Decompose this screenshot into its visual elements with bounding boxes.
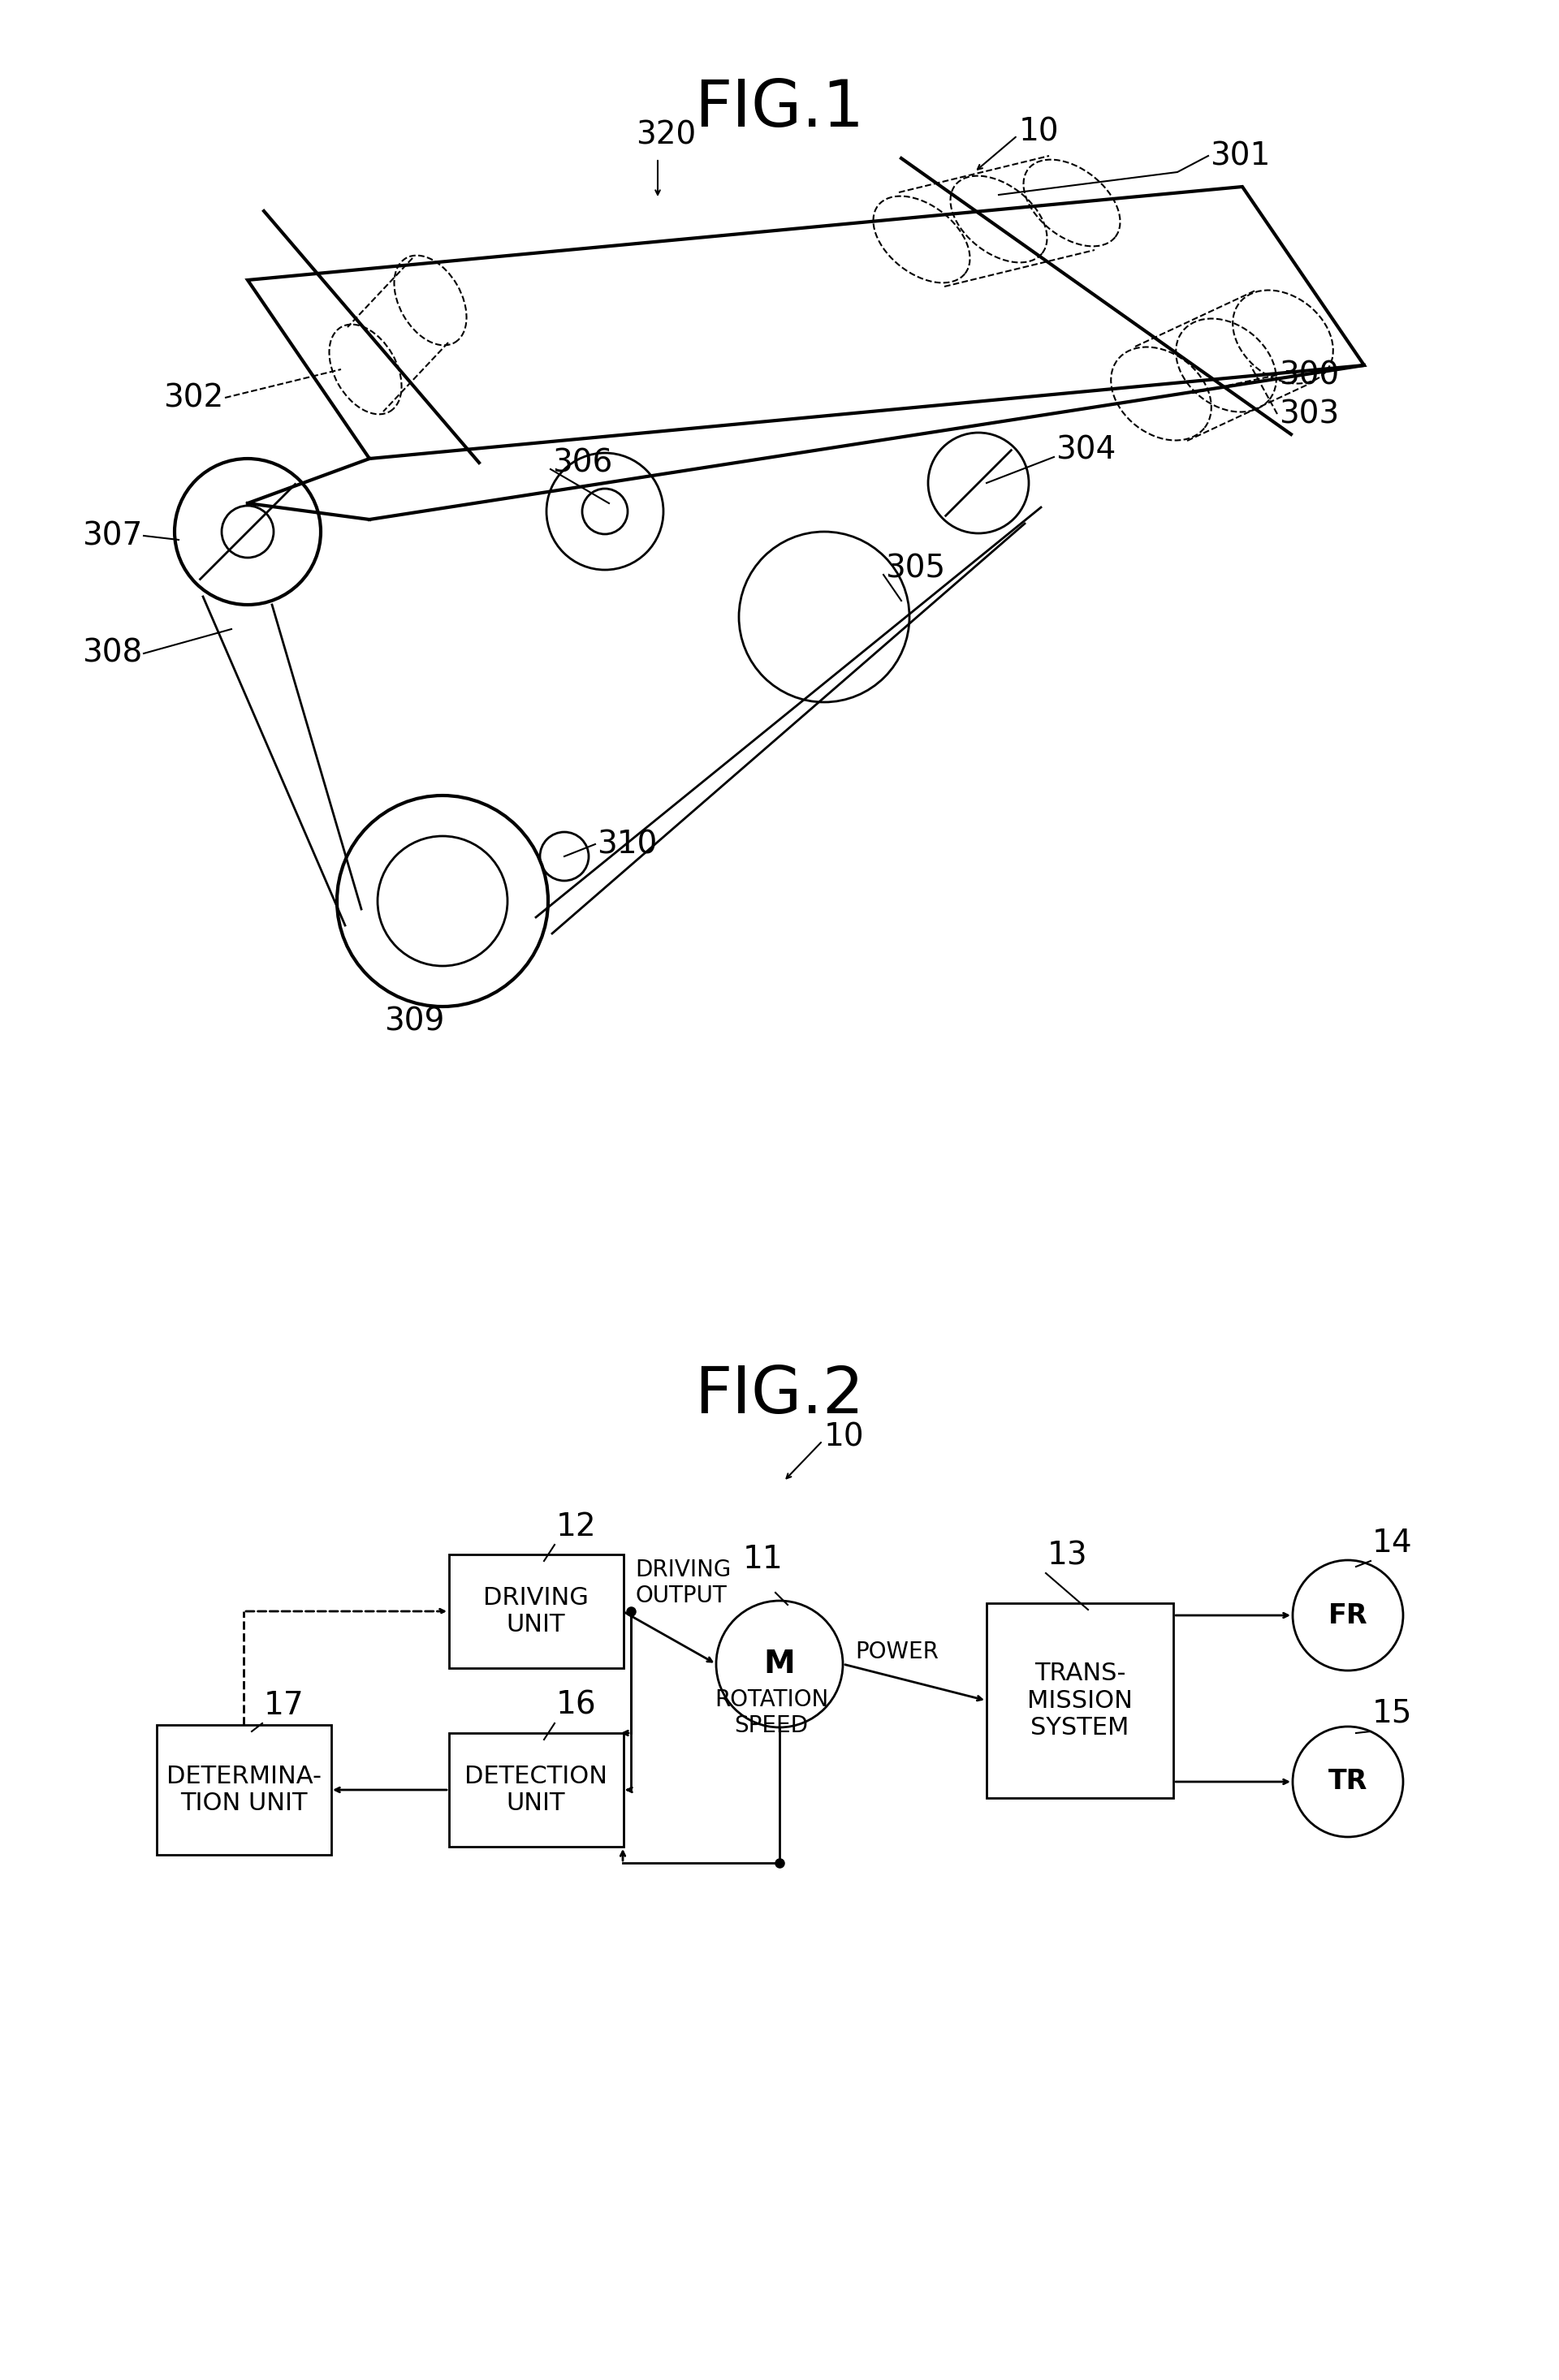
Text: 303: 303: [1278, 397, 1339, 428]
Text: 13: 13: [1048, 1540, 1088, 1571]
Text: 320: 320: [636, 119, 695, 150]
Text: 10: 10: [1020, 117, 1059, 148]
Text: 11: 11: [744, 1545, 784, 1576]
Text: ROTATION
SPEED: ROTATION SPEED: [714, 1687, 828, 1737]
Text: 12: 12: [557, 1511, 597, 1542]
Text: POWER: POWER: [854, 1640, 939, 1664]
Bar: [156, 1726, 331, 1854]
Text: 308: 308: [81, 638, 142, 669]
Text: DRIVING
UNIT: DRIVING UNIT: [483, 1585, 589, 1637]
Text: 17: 17: [263, 1690, 304, 1721]
Text: 304: 304: [1055, 436, 1116, 466]
Text: 10: 10: [825, 1421, 864, 1452]
Text: 15: 15: [1372, 1699, 1412, 1728]
Text: 307: 307: [81, 521, 142, 552]
Text: DETERMINA-
TION UNIT: DETERMINA- TION UNIT: [167, 1764, 321, 1816]
Text: FIG.2: FIG.2: [695, 1364, 864, 1428]
Text: FIG.1: FIG.1: [695, 76, 864, 140]
Text: DRIVING
OUTPUT: DRIVING OUTPUT: [635, 1559, 731, 1607]
Text: 309: 309: [384, 1007, 444, 1038]
Text: 306: 306: [552, 447, 613, 478]
Text: 310: 310: [597, 828, 658, 859]
Text: TRANS-
MISSION
SYSTEM: TRANS- MISSION SYSTEM: [1027, 1661, 1133, 1740]
Bar: [449, 1733, 624, 1847]
Text: 305: 305: [886, 552, 945, 583]
Text: 300: 300: [1278, 359, 1339, 390]
Bar: [987, 1604, 1174, 1797]
Text: DETECTION
UNIT: DETECTION UNIT: [465, 1764, 608, 1816]
Text: TR: TR: [1328, 1768, 1367, 1795]
Text: FR: FR: [1328, 1602, 1367, 1628]
Text: M: M: [764, 1649, 795, 1680]
Text: 14: 14: [1372, 1528, 1412, 1559]
Bar: [449, 1554, 624, 1668]
Text: 16: 16: [557, 1690, 597, 1721]
Text: 302: 302: [164, 383, 223, 414]
Text: 301: 301: [1210, 140, 1271, 171]
